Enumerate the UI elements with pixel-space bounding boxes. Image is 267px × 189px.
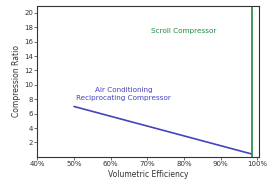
Text: Air Conditioning
Reciprocating Compressor: Air Conditioning Reciprocating Compresso… [76, 87, 171, 101]
X-axis label: Volumetric Efficiency: Volumetric Efficiency [108, 170, 189, 179]
Text: Scroll Compressor: Scroll Compressor [151, 29, 217, 34]
Y-axis label: Compression Ratio: Compression Ratio [13, 45, 21, 117]
